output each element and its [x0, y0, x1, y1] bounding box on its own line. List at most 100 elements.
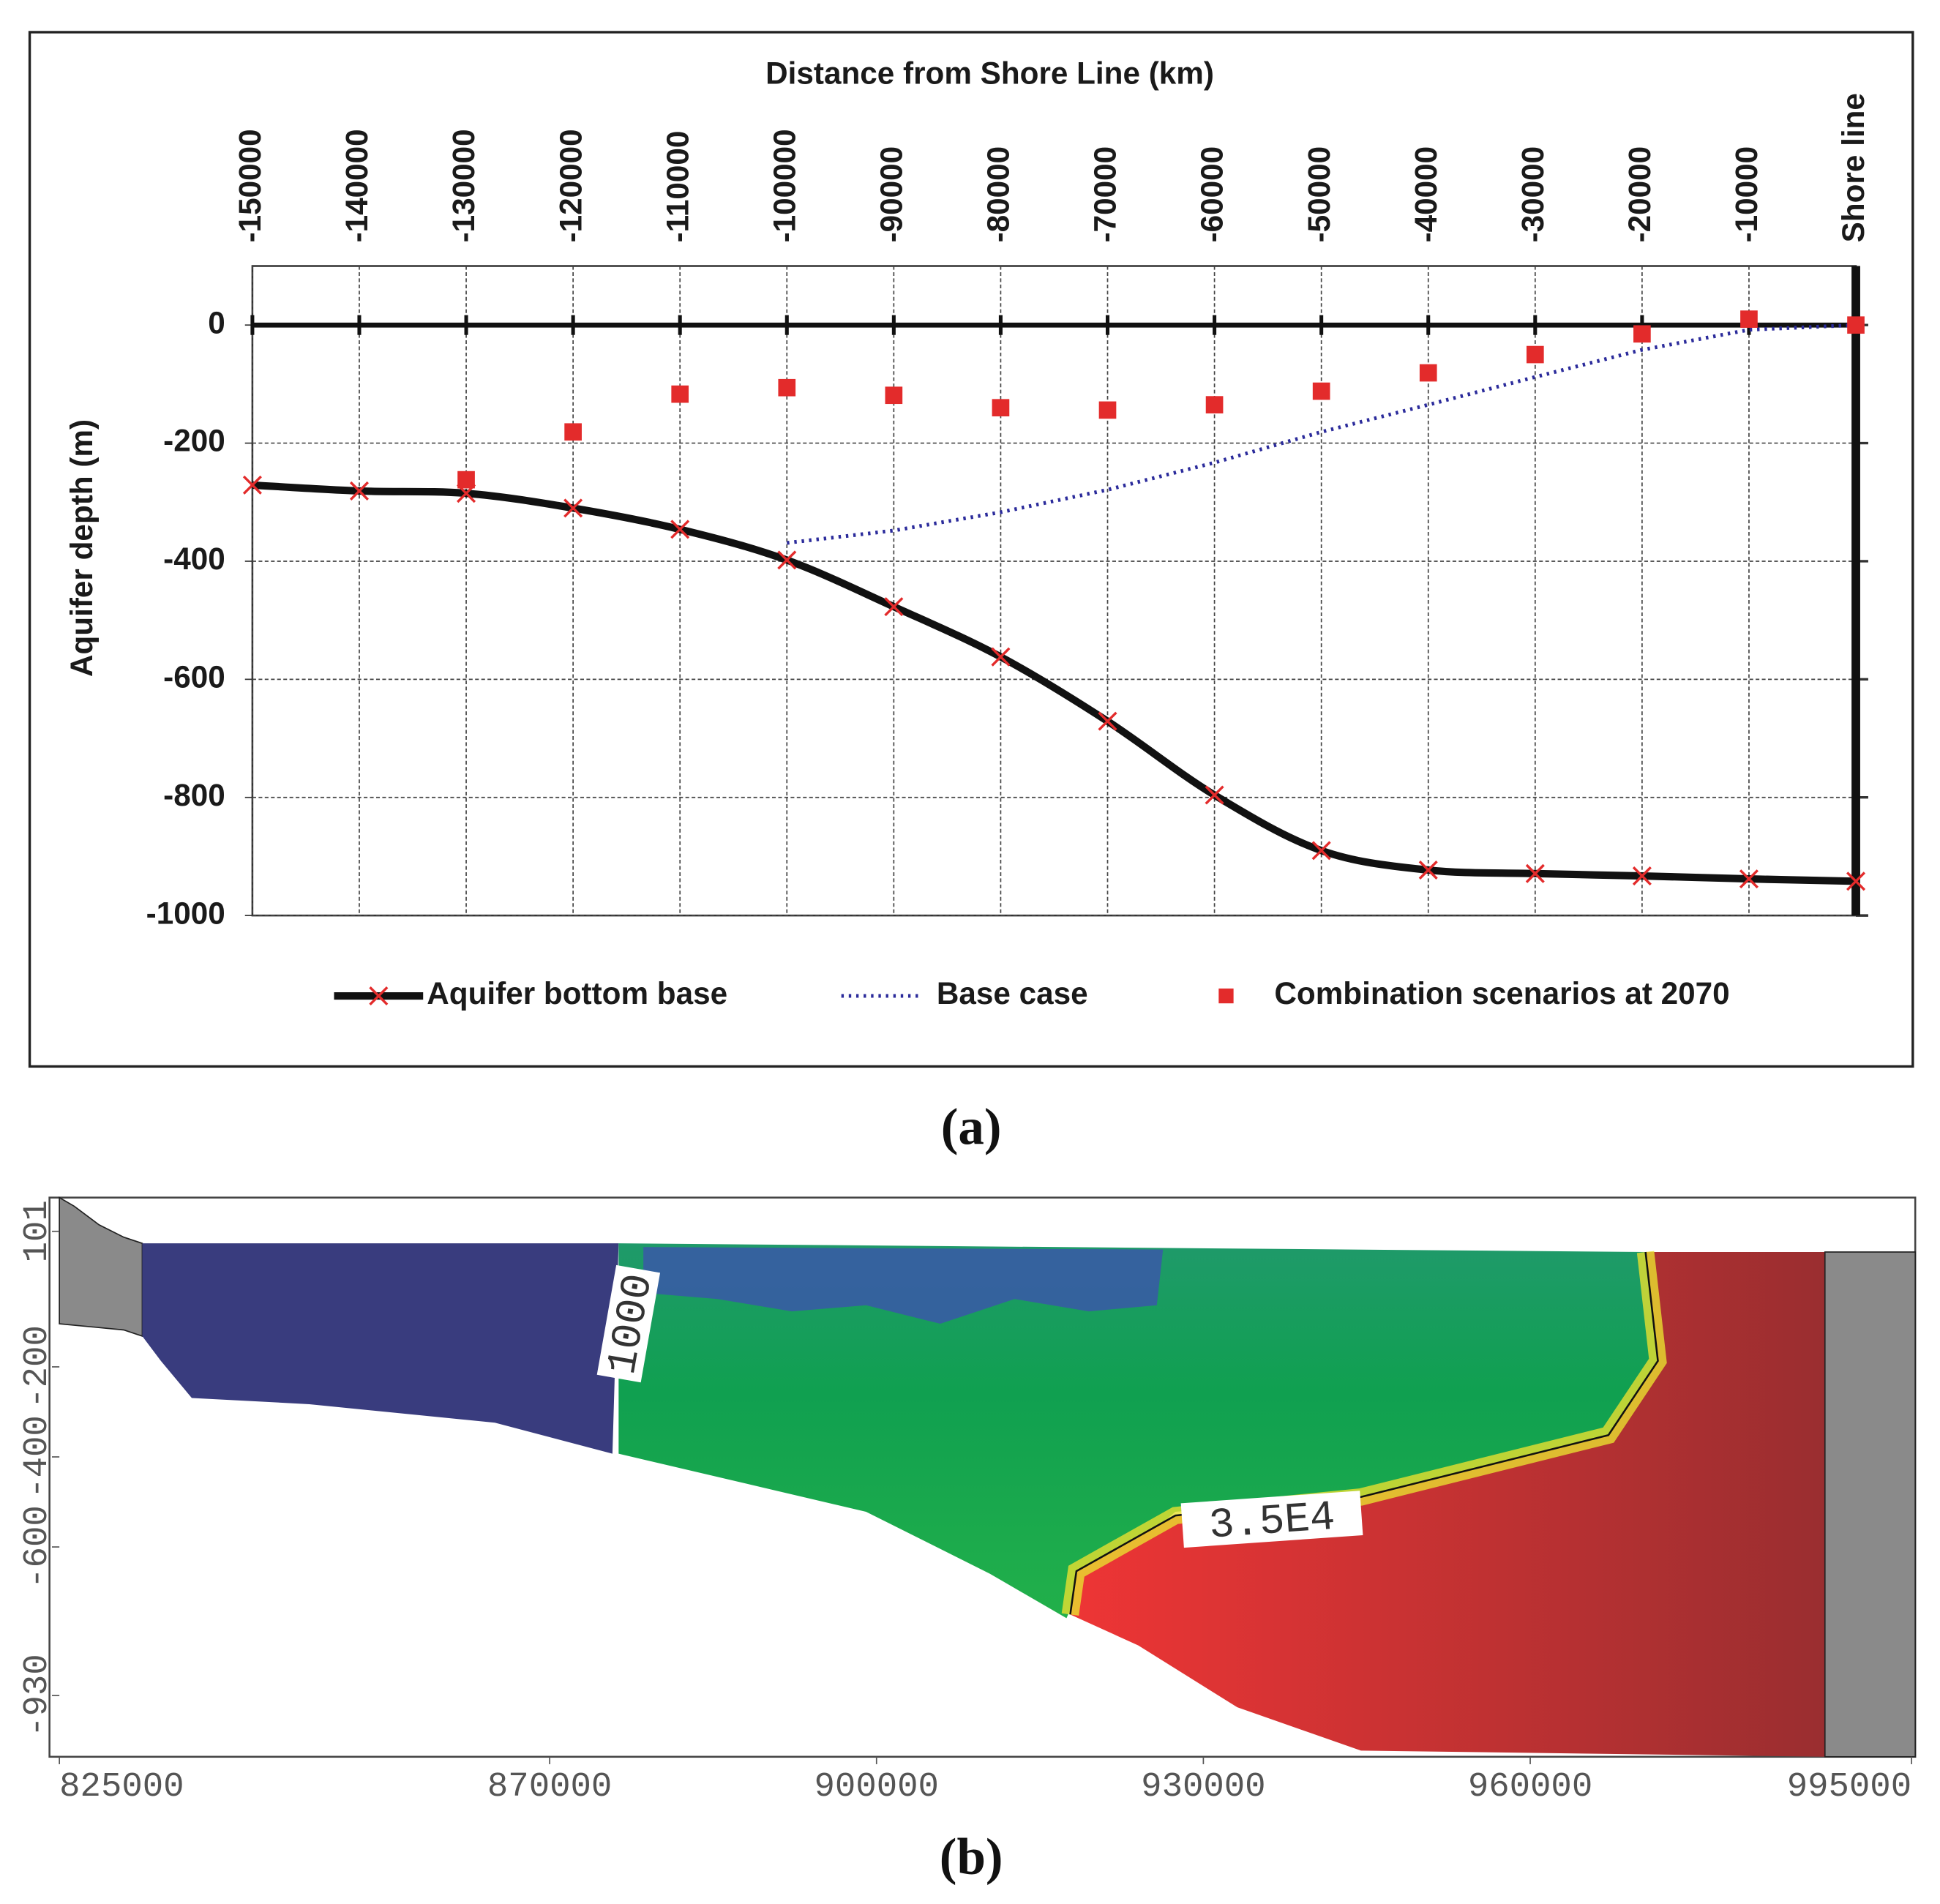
x-marker: [884, 597, 904, 617]
y-tick-label: -400: [18, 1415, 57, 1499]
scenario-marker: [1312, 382, 1330, 400]
x-marker: [369, 986, 389, 1006]
x-marker-stroke: [1098, 711, 1117, 731]
y-tick-label: -400: [163, 541, 225, 576]
x-marker-stroke: [1846, 872, 1866, 891]
y-tick-label: 101: [18, 1200, 57, 1262]
x-tick-label: 960000: [1468, 1768, 1592, 1807]
blue-top: [643, 1247, 1164, 1324]
x-tick-label: -120000: [553, 129, 588, 242]
scenario-marker: [1205, 396, 1224, 413]
aquifer-line: [252, 481, 1857, 885]
blue-zone: [142, 1243, 619, 1454]
x-marker-stroke: [991, 647, 1011, 667]
x-marker: [1525, 863, 1545, 883]
panel-a-frame: [28, 31, 1914, 1068]
scenario-marker: [992, 399, 1010, 417]
x-tick-label: 995000: [1787, 1768, 1911, 1807]
x-tick-label: -40000: [1409, 146, 1443, 243]
x-marker: [670, 520, 690, 539]
x-marker: [1205, 785, 1224, 805]
x-tick-label: 900000: [814, 1768, 939, 1807]
y-axis-label: Aquifer depth (m): [64, 419, 99, 677]
contour-field: [59, 1196, 1917, 1758]
x-tick-label: -20000: [1622, 146, 1657, 243]
x-marker-stroke: [369, 986, 389, 1006]
x-tick-label: 930000: [1141, 1768, 1265, 1807]
x-marker: [242, 475, 262, 495]
x-tick-label: 825000: [59, 1768, 184, 1807]
scenario-marker: [1419, 364, 1437, 382]
x-marker-stroke: [349, 481, 370, 501]
x-tick-label: 870000: [487, 1768, 612, 1807]
x-marker: [1632, 866, 1652, 886]
x-marker: [991, 647, 1011, 667]
x-tick-label: -130000: [446, 129, 481, 242]
x-marker-stroke: [1418, 860, 1438, 880]
scenario-marker: [1633, 325, 1651, 343]
y-tick-label: -200: [18, 1325, 57, 1409]
scenario-marker: [1098, 401, 1117, 419]
x-marker: [1098, 711, 1117, 731]
x-marker-stroke: [1632, 866, 1652, 886]
legend-label: Aquifer bottom base: [427, 976, 727, 1011]
scenario-marker: [1847, 316, 1865, 334]
y-tick-label: -600: [18, 1505, 57, 1589]
x-tick-label: -90000: [875, 146, 909, 243]
x-tick-label: -110000: [660, 131, 694, 243]
scenario-marker: [564, 423, 582, 441]
contour-label-text: 3.5E4: [1207, 1494, 1337, 1551]
scenario-marker: [457, 471, 475, 489]
scenario-marker: [671, 385, 689, 403]
x-tick-label: -60000: [1195, 146, 1229, 243]
x-tick-label: -30000: [1516, 146, 1550, 243]
x-marker: [1311, 841, 1331, 861]
contour-label-box: [1180, 1491, 1363, 1548]
x-marker-stroke: [242, 475, 262, 495]
y-tick-label: -930: [18, 1654, 57, 1737]
x-marker: [349, 481, 370, 501]
x-tick-label: -50000: [1302, 146, 1336, 243]
base-case-line: [786, 323, 1857, 545]
x-marker: [1418, 860, 1438, 880]
x-marker-stroke: [777, 550, 797, 570]
x-tick-label: -140000: [340, 129, 374, 242]
x-tick-label: -70000: [1088, 146, 1123, 243]
x-marker: [777, 550, 797, 570]
x-marker: [1739, 869, 1759, 889]
y-tick-label: -600: [163, 660, 225, 694]
x-marker-stroke: [563, 498, 583, 518]
y-tick-label: -200: [163, 424, 225, 458]
y-tick-label: -800: [163, 778, 225, 812]
x-marker-stroke: [1525, 863, 1545, 883]
caption: (b): [940, 1829, 1003, 1886]
x-marker-stroke: [670, 520, 690, 539]
scenario-marker: [1740, 310, 1758, 328]
x-marker: [1846, 872, 1866, 891]
x-marker: [563, 498, 583, 518]
legend-swatch: [1218, 988, 1234, 1004]
x-tick-label: Shore line: [1836, 93, 1870, 242]
x-tick-label: -100000: [767, 129, 801, 242]
legend-label: Base case: [937, 976, 1088, 1011]
y-tick-label: -1000: [146, 896, 225, 930]
x-marker-stroke: [884, 597, 904, 617]
contour-label: 1000: [596, 1264, 664, 1383]
x-marker-stroke: [1205, 785, 1224, 805]
chart-title: Distance from Shore Line (km): [765, 56, 1214, 90]
x-tick-label: -80000: [981, 146, 1016, 243]
legend-label: Combination scenarios at 2070: [1274, 976, 1729, 1011]
x-tick-label: -10000: [1729, 146, 1764, 243]
red-zone: [1070, 1251, 1825, 1757]
contour-line: [1069, 1251, 1659, 1615]
scenario-marker: [778, 378, 796, 397]
contour-label: 3.5E4: [1180, 1491, 1363, 1551]
x-marker-stroke: [1311, 841, 1331, 861]
caption: (a): [941, 1098, 1002, 1155]
scenario-marker: [885, 386, 903, 405]
scenario-marker: [1526, 345, 1544, 364]
x-tick-label: -150000: [233, 129, 267, 242]
gray-right: [1824, 1251, 1917, 1758]
